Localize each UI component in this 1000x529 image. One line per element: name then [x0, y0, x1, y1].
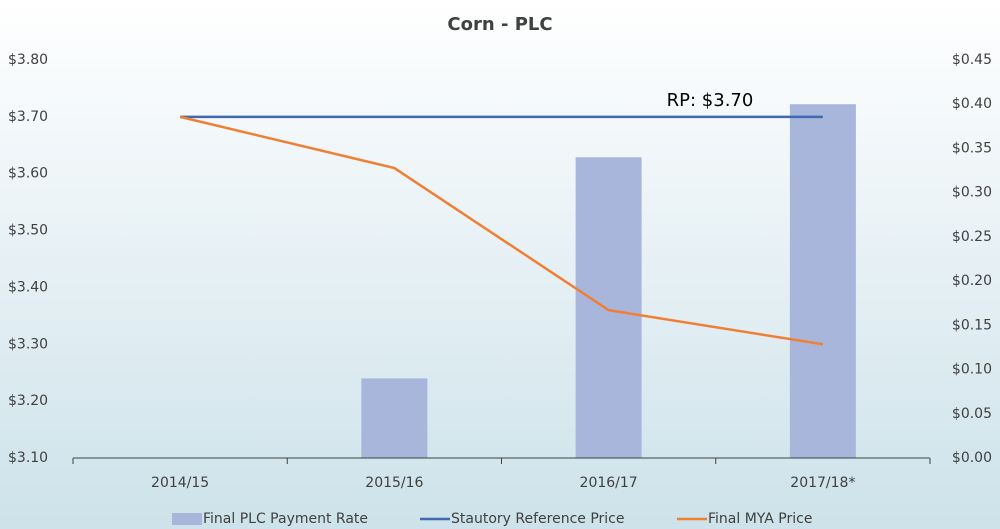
legend-label: Final PLC Payment Rate — [203, 511, 368, 527]
y-tick-label: $3.60 — [8, 166, 48, 182]
y2-tick-label: $0.15 — [952, 317, 992, 333]
y-tick-label: $3.40 — [8, 279, 48, 295]
chart-title: Corn - PLC — [447, 14, 552, 35]
y-tick-label: $3.30 — [8, 336, 48, 352]
x-tick-label: 2014/15 — [151, 475, 209, 491]
y2-tick-label: $0.30 — [952, 185, 992, 201]
y-tick-label: $3.80 — [8, 52, 48, 68]
x-tick-label: 2016/17 — [580, 475, 638, 491]
bar — [361, 378, 428, 458]
y2-tick-label: $0.35 — [952, 140, 992, 156]
y-tick-label: $3.10 — [8, 450, 48, 466]
y2-tick-label: $0.10 — [952, 362, 992, 378]
bar — [575, 157, 642, 459]
y2-tick-label: $0.25 — [952, 229, 992, 245]
y2-tick-label: $0.40 — [952, 96, 992, 112]
y2-tick-label: $0.45 — [952, 52, 992, 68]
y2-tick-label: $0.20 — [952, 273, 992, 289]
y-tick-label: $3.70 — [8, 109, 48, 125]
x-tick-label: 2015/16 — [365, 475, 423, 491]
y2-tick-label: $0.05 — [952, 406, 992, 422]
line — [179, 115, 824, 346]
y-tick-label: $3.20 — [8, 393, 48, 409]
legend-label: Final MYA Price — [708, 511, 812, 527]
legend-label: Stautory Reference Price — [451, 511, 624, 527]
y-tick-label: $3.50 — [8, 223, 48, 239]
legend-swatch — [172, 513, 202, 525]
y2-tick-label: $0.00 — [952, 450, 992, 466]
annotation: RP: $3.70 — [667, 90, 754, 111]
x-tick-label: 2017/18* — [790, 475, 855, 491]
bar — [789, 104, 856, 458]
